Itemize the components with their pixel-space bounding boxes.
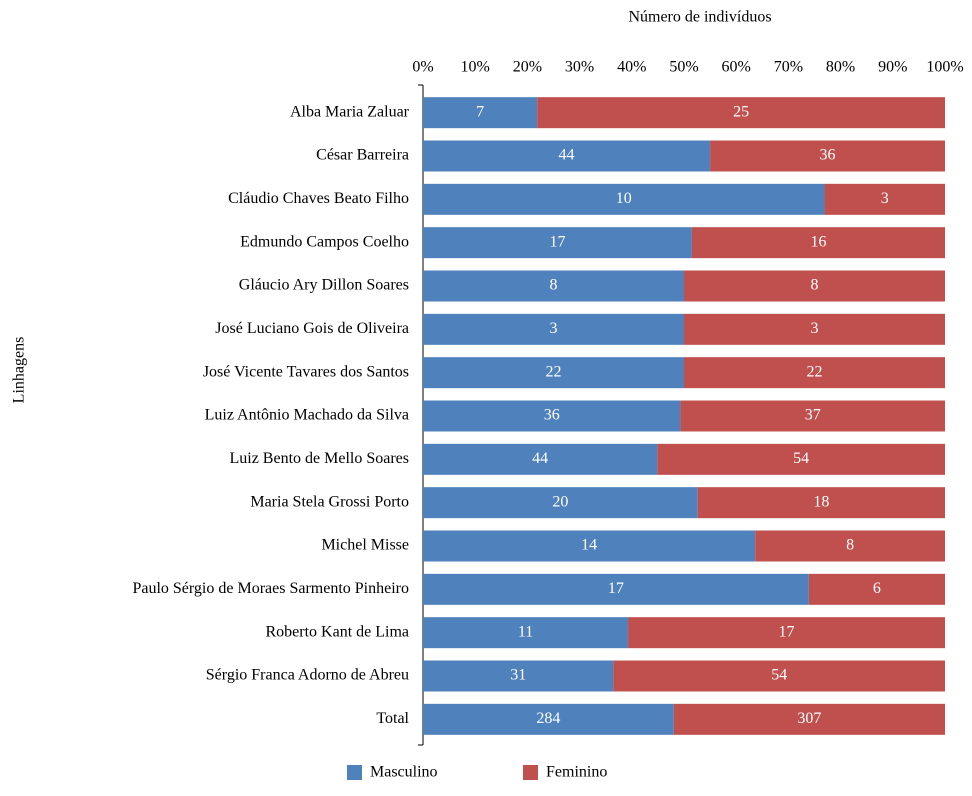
- x-tick-label: 70%: [774, 59, 803, 76]
- data-label: 37: [805, 407, 821, 424]
- data-label: 54: [771, 667, 787, 684]
- y-tick-label: Luiz Bento de Mello Soares: [229, 450, 409, 467]
- data-label: 17: [608, 580, 624, 597]
- x-tick-label: 60%: [722, 59, 751, 76]
- data-label: 284: [536, 710, 560, 727]
- data-label: 307: [797, 710, 821, 727]
- bar-segment: [808, 573, 945, 605]
- x-tick-label: 100%: [926, 59, 963, 76]
- bar-segment: [423, 573, 809, 605]
- data-label: 11: [518, 623, 533, 640]
- bar-segment: [684, 313, 945, 345]
- data-label: 36: [544, 407, 560, 424]
- data-label: 17: [549, 233, 565, 250]
- legend-label: Masculino: [370, 764, 438, 781]
- y-tick-label: Alba Maria Zaluar: [290, 103, 410, 120]
- data-label: 14: [581, 537, 597, 554]
- y-tick-label: Gláucio Ary Dillon Soares: [239, 277, 409, 294]
- data-label: 10: [616, 190, 632, 207]
- y-tick-label: Sérgio Franca Adorno de Abreu: [206, 667, 409, 684]
- y-tick-label: Maria Stela Grossi Porto: [250, 493, 409, 510]
- x-tick-label: 20%: [513, 59, 542, 76]
- bar-segment: [423, 617, 629, 649]
- data-label: 44: [532, 450, 548, 467]
- data-label: 3: [550, 320, 558, 337]
- x-tick-label: 30%: [565, 59, 594, 76]
- legend-swatch: [347, 765, 362, 780]
- bar-segment: [423, 443, 658, 475]
- bar-segment: [423, 227, 692, 259]
- x-tick-label: 0%: [412, 59, 433, 76]
- data-label: 36: [820, 147, 836, 164]
- bar-segment: [423, 97, 538, 129]
- bar-segment: [697, 487, 945, 519]
- x-tick-label: 80%: [826, 59, 855, 76]
- y-tick-label: Edmundo Campos Coelho: [240, 233, 409, 250]
- y-tick-label: César Barreira: [316, 147, 409, 164]
- y-tick-label: José Vicente Tavares dos Santos: [203, 363, 409, 380]
- bar-segment: [423, 400, 681, 432]
- bar-segment: [684, 270, 945, 302]
- data-label: 31: [510, 667, 526, 684]
- bar-segment: [423, 140, 711, 172]
- x-tick-label: 90%: [878, 59, 907, 76]
- data-label: 6: [873, 580, 881, 597]
- data-label: 25: [733, 103, 749, 120]
- bar-segment: [537, 97, 945, 129]
- data-label: 22: [807, 363, 823, 380]
- bar-segment: [710, 140, 945, 172]
- bar-segment: [680, 400, 945, 432]
- data-label: 17: [779, 623, 795, 640]
- bar-segment: [423, 357, 684, 389]
- bar-segment: [628, 617, 945, 649]
- y-tick-label: José Luciano Gois de Oliveira: [215, 320, 409, 337]
- bar-segment: [423, 313, 684, 345]
- bar-segment: [691, 227, 945, 259]
- y-tick-label: Luiz Antônio Machado da Silva: [205, 407, 409, 424]
- bar-segment: [824, 183, 945, 215]
- bar-segment: [613, 660, 945, 692]
- bar-segment: [684, 357, 945, 389]
- bar-segment: [423, 530, 756, 562]
- bar-segment: [673, 703, 945, 735]
- x-tick-label: 50%: [669, 59, 698, 76]
- data-label: 16: [810, 233, 826, 250]
- data-label: 7: [476, 103, 484, 120]
- y-tick-label: Michel Misse: [321, 537, 409, 554]
- x-tick-label: 10%: [461, 59, 490, 76]
- data-label: 3: [811, 320, 819, 337]
- bar-segment: [423, 183, 825, 215]
- data-label: 8: [811, 277, 819, 294]
- y-tick-label: Paulo Sérgio de Moraes Sarmento Pinheiro: [132, 580, 409, 597]
- bar-segment: [423, 703, 674, 735]
- x-axis-label: Número de indivíduos: [628, 9, 771, 26]
- data-label: 54: [793, 450, 809, 467]
- data-label: 8: [846, 537, 854, 554]
- bar-segment: [755, 530, 945, 562]
- y-axis-label: Linhagens: [11, 337, 28, 404]
- data-label: 20: [552, 493, 568, 510]
- legend-label: Feminino: [546, 764, 607, 781]
- bar-segment: [423, 487, 698, 519]
- data-label: 18: [813, 493, 829, 510]
- data-label: 3: [881, 190, 889, 207]
- y-tick-label: Total: [376, 710, 409, 727]
- y-tick-label: Roberto Kant de Lima: [265, 623, 409, 640]
- data-label: 22: [546, 363, 562, 380]
- bar-segment: [423, 660, 614, 692]
- bar-segment: [657, 443, 945, 475]
- data-label: 44: [559, 147, 575, 164]
- x-tick-label: 40%: [617, 59, 646, 76]
- data-label: 8: [550, 277, 558, 294]
- bar-segment: [423, 270, 684, 302]
- legend-swatch: [523, 765, 538, 780]
- y-tick-label: Cláudio Chaves Beato Filho: [228, 190, 409, 207]
